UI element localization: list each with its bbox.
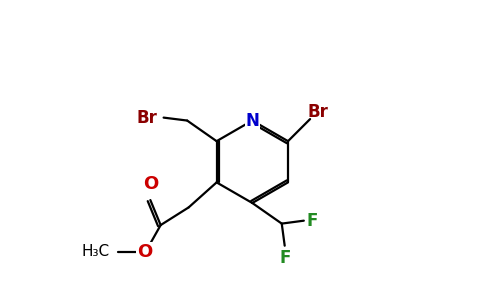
Text: O: O xyxy=(143,175,158,193)
Text: F: F xyxy=(279,249,290,267)
Text: H₃C: H₃C xyxy=(81,244,109,259)
Text: N: N xyxy=(245,112,259,130)
Text: F: F xyxy=(307,212,318,230)
Text: Br: Br xyxy=(307,103,328,121)
Text: O: O xyxy=(137,243,152,261)
Text: Br: Br xyxy=(137,109,158,127)
